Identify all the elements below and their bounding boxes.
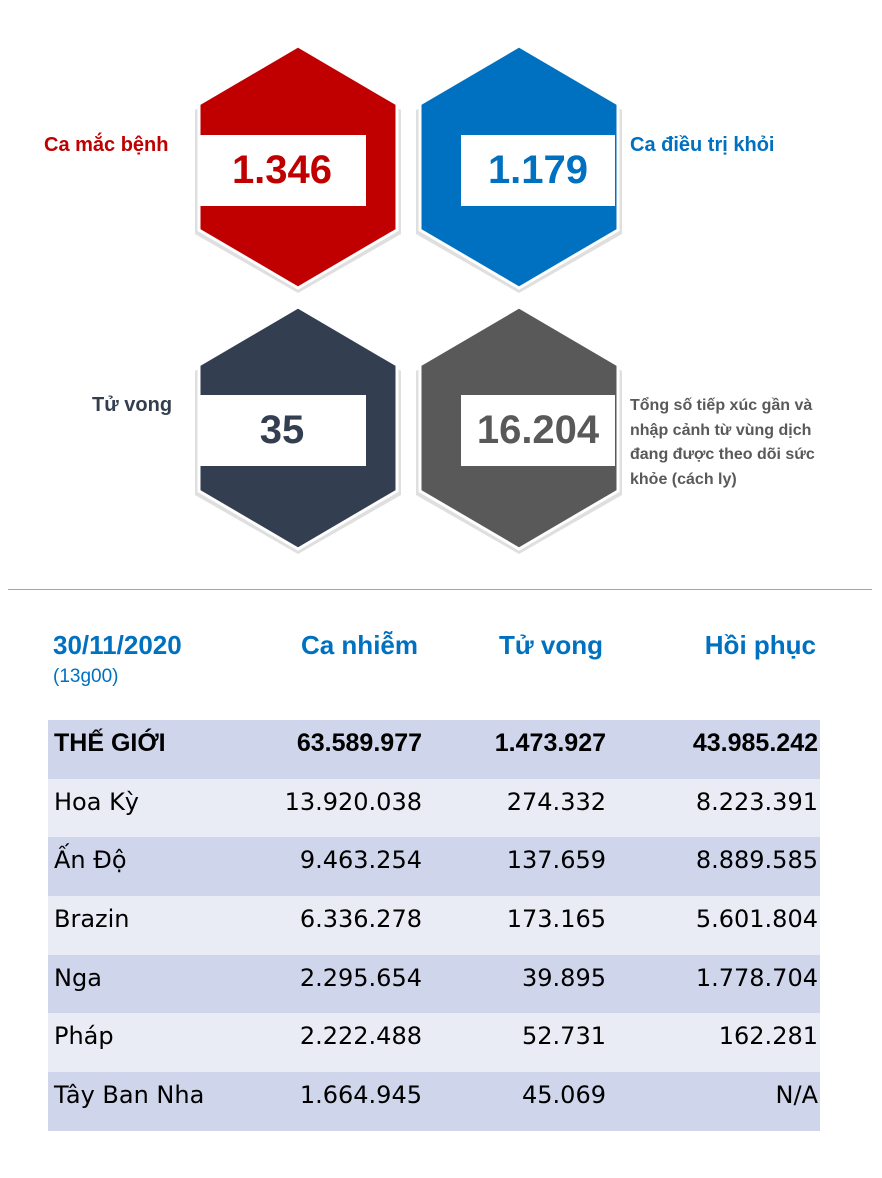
deaths-cell: 52.731 — [522, 1022, 606, 1051]
cases-cell: 2.222.488 — [299, 1022, 422, 1051]
recovered-cell: 162.281 — [718, 1022, 818, 1051]
table-row: Pháp 2.222.488 52.731 162.281 — [48, 1013, 820, 1073]
cases-cell: 6.336.278 — [299, 905, 422, 934]
recovered-hexagon: 1.179 — [412, 44, 626, 294]
deaths-cell: 137.659 — [506, 846, 606, 875]
header-cases: Ca nhiễm — [300, 630, 418, 660]
recovered-cell: 8.223.391 — [695, 787, 818, 816]
deaths-cell: 1.473.927 — [494, 729, 606, 757]
table-row-world: THẾ GIỚI 63.589.977 1.473.927 43.985.242 — [48, 720, 820, 779]
deaths-cell: 274.332 — [506, 787, 606, 816]
country-name: Tây Ban Nha — [54, 1081, 205, 1110]
cases-cell: 2.295.654 — [299, 963, 422, 992]
deaths-value: 35 — [198, 395, 366, 466]
section-divider — [8, 589, 872, 590]
country-name: Ấn Độ — [54, 846, 127, 875]
country-name: THẾ GIỚI — [54, 729, 166, 757]
recovered-value: 1.179 — [461, 135, 615, 206]
deaths-cell: 39.895 — [522, 963, 606, 992]
deaths-cell: 173.165 — [506, 905, 606, 934]
recovered-cell: 1.778.704 — [695, 963, 818, 992]
monitored-label: Tổng số tiếp xúc gần và nhập cảnh từ vùn… — [630, 397, 815, 488]
cases-label: Ca mắc bệnh — [44, 134, 169, 156]
table-row: Tây Ban Nha 1.664.945 45.069 N/A — [48, 1072, 820, 1131]
table-row: Nga 2.295.654 39.895 1.778.704 — [48, 954, 820, 1014]
header-recovered: Hồi phục — [704, 630, 816, 660]
deaths-cell: 45.069 — [522, 1081, 606, 1110]
table-date: 30/11/2020 — [53, 630, 182, 660]
cases-cell: 9.463.254 — [299, 846, 422, 875]
recovered-cell: N/A — [775, 1081, 818, 1110]
country-table: THẾ GIỚI 63.589.977 1.473.927 43.985.242… — [48, 720, 820, 1131]
country-name: Nga — [54, 963, 102, 992]
recovered-cell: 43.985.242 — [692, 729, 818, 757]
cases-cell: 1.664.945 — [299, 1081, 422, 1110]
country-name: Brazin — [54, 905, 130, 934]
country-name: Hoa Kỳ — [54, 787, 140, 816]
header-deaths: Tử vong — [498, 630, 603, 660]
cases-cell: 13.920.038 — [284, 787, 422, 816]
deaths-label: Tử vong — [92, 394, 173, 416]
table-row: Brazin 6.336.278 173.165 5.601.804 — [48, 896, 820, 955]
monitored-value: 16.204 — [461, 395, 615, 466]
cases-hexagon: 1.346 — [191, 44, 405, 294]
recovered-cell: 5.601.804 — [695, 905, 818, 934]
country-name: Pháp — [54, 1022, 114, 1051]
cases-cell: 63.589.977 — [296, 729, 422, 757]
recovered-label: Ca điều trị khỏi — [630, 134, 775, 156]
recovered-cell: 8.889.585 — [695, 846, 818, 875]
table-header: 30/11/2020 (13g00) Ca nhiễm Tử vong Hồi … — [0, 628, 882, 698]
deaths-hexagon: 35 — [191, 305, 405, 555]
table-row: Ấn Độ 9.463.254 137.659 8.889.585 — [48, 837, 820, 897]
cases-value: 1.346 — [198, 135, 366, 206]
monitored-hexagon: 16.204 — [412, 305, 626, 555]
table-row: Hoa Kỳ 13.920.038 274.332 8.223.391 — [48, 778, 820, 838]
table-time: (13g00) — [53, 666, 119, 687]
